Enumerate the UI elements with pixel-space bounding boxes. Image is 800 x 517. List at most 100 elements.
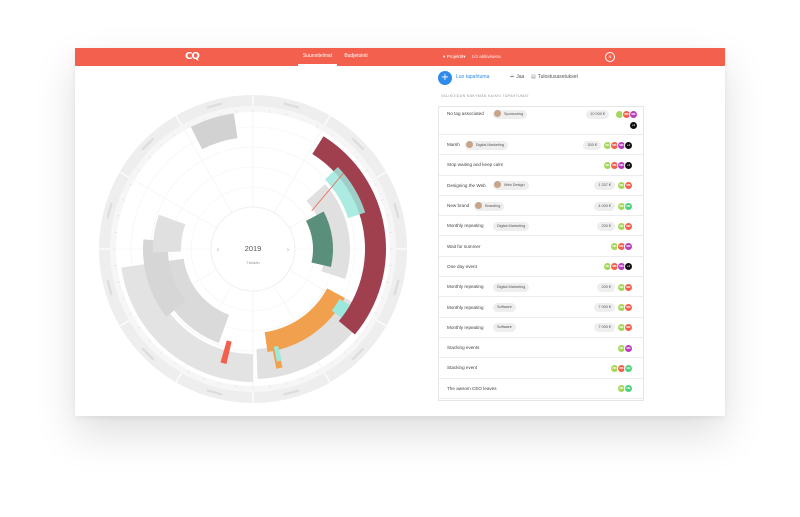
event-arc-inactive[interactable]: [153, 214, 186, 253]
participant-avatar[interactable]: MK: [624, 323, 633, 333]
next-year-button[interactable]: ›: [286, 245, 289, 254]
event-arc-branding[interactable]: [305, 211, 333, 267]
tab-suunnitelmat[interactable]: Suunnitelmat: [298, 48, 337, 66]
month-label: [283, 102, 300, 109]
event-name: No tag associated: [447, 111, 484, 116]
participant-avatar[interactable]: +1: [629, 120, 638, 130]
week-tick: [117, 215, 121, 217]
wheel-center-disc: [210, 206, 296, 292]
week-tick: [381, 297, 384, 299]
tab-budjetointi[interactable]: Budjetointi: [344, 53, 368, 59]
event-tag-label: Digital Marketing: [475, 142, 505, 147]
event-name: Marsh: [447, 142, 460, 148]
filter-label: Projektit: [446, 54, 464, 59]
annual-wheel[interactable]: 2019 Tänään ‹ ›: [75, 66, 440, 416]
previous-year-button[interactable]: ‹: [216, 245, 219, 254]
participant-avatar[interactable]: MK: [624, 343, 633, 353]
event-name: Monthly repeating: [447, 223, 484, 229]
event-amount: 200 €: [597, 282, 615, 292]
event-tag[interactable]: Software: [492, 323, 516, 333]
participant-avatar[interactable]: NK: [624, 201, 633, 211]
month-divider: [323, 115, 331, 126]
participant-avatar[interactable]: +1: [624, 262, 633, 272]
event-tag[interactable]: Sponsoring: [492, 109, 528, 119]
participant-avatar[interactable]: NK: [624, 363, 633, 373]
event-row[interactable]: Monthly repeating Digital Marketing 200 € N…: [439, 277, 643, 298]
participant-avatar[interactable]: NK: [624, 384, 633, 394]
event-row[interactable]: Stop waiting and keep calm NK MK MK +1: [439, 155, 643, 176]
event-row[interactable]: Wait for summer NK MK MK: [439, 237, 643, 257]
user-avatar[interactable]: N: [605, 52, 615, 62]
event-arc-web-design[interactable]: [273, 345, 282, 362]
week-tick: [365, 169, 369, 172]
print-settings-button[interactable]: ▤ Tulostusasetukset: [531, 74, 578, 80]
month-label: [206, 102, 223, 109]
event-row[interactable]: Designing the Web Web Design 1 337 € NK MK: [439, 176, 643, 196]
month-divider: [376, 319, 387, 327]
week-tick: [159, 351, 163, 354]
event-tag[interactable]: Software: [492, 303, 516, 313]
event-tag[interactable]: Web Design: [492, 181, 529, 191]
month-gridline: [134, 180, 217, 229]
participant-avatar[interactable]: MK: [624, 181, 633, 191]
week-tick: [285, 113, 287, 117]
event-arc-digital-marketing[interactable]: [264, 288, 345, 352]
event-amount: 4 000 €: [594, 201, 615, 211]
week-tick: [343, 144, 347, 147]
event-amount: 10 000 €: [586, 109, 609, 119]
wheel-year: 2019: [245, 244, 262, 253]
event-row[interactable]: Stacking events NK MK: [439, 338, 643, 359]
event-name: Designing the Web: [447, 182, 486, 188]
event-tag[interactable]: Branding: [474, 201, 505, 211]
event-arc-web-design[interactable]: [331, 299, 350, 318]
event-arc-sponsoring[interactable]: [312, 136, 387, 335]
week-tick: [187, 124, 190, 128]
event-tag-label: Digital Marketing: [496, 223, 526, 228]
event-marker-one-day[interactable]: [220, 340, 232, 364]
event-tag[interactable]: Digital Marketing: [464, 140, 509, 150]
event-amount: 7 000 €: [594, 323, 615, 333]
week-tick: [330, 361, 333, 365]
event-name: Stacking event: [447, 365, 478, 371]
participant-avatar[interactable]: MK: [624, 282, 633, 292]
filter-count: 1/4 aktiivisena: [471, 54, 501, 59]
event-row[interactable]: Stacking event NK MK NK: [439, 358, 643, 379]
event-row[interactable]: The awsom CEO leaves NK NK: [439, 379, 643, 399]
section-title: Valikoidun näkymän kaikki tapahtumat: [441, 94, 530, 98]
event-arc-web-design[interactable]: [324, 167, 366, 219]
event-row[interactable]: Monthly repeating Software 7 000 € NK MK: [439, 318, 643, 338]
participant-avatar[interactable]: +1: [624, 140, 633, 150]
project-filter[interactable]: ▾ Projektit▾ 1/4 aktiivisena: [443, 48, 501, 66]
participant-avatar[interactable]: MK: [624, 221, 633, 231]
month-label: [141, 347, 155, 361]
participant-avatar[interactable]: +1: [624, 160, 633, 170]
event-tag[interactable]: Digital Marketing: [492, 282, 530, 292]
month-label: [206, 389, 223, 396]
event-arc-inactive[interactable]: [143, 239, 187, 317]
event-row[interactable]: Marsh Digital Marketing 300 € NK MK MK +1: [439, 135, 643, 156]
month-label: [141, 137, 155, 151]
week-tick: [285, 381, 287, 385]
event-row[interactable]: Monthly repeating Digital Marketing 200 € N…: [439, 216, 643, 237]
participant-avatar[interactable]: MK: [624, 242, 633, 252]
event-tag[interactable]: Digital Marketing: [492, 221, 530, 231]
create-event-link[interactable]: Luo tapahtuma: [456, 74, 490, 80]
today-button[interactable]: Tänään: [246, 260, 260, 265]
add-event-button[interactable]: +: [438, 71, 452, 85]
participant-avatar[interactable]: MK: [629, 109, 638, 119]
participant-avatar[interactable]: MK: [624, 303, 633, 313]
event-arc-inactive[interactable]: [190, 113, 238, 150]
event-name: Stacking events: [447, 345, 480, 351]
event-row[interactable]: One day event NK MK MK +1: [439, 257, 643, 278]
event-row[interactable]: New brand Branding 4 000 € MK NK: [439, 196, 643, 217]
week-tick: [219, 381, 221, 385]
app-logo[interactable]: CQ: [185, 51, 200, 62]
share-button[interactable]: ➦ Jaa: [510, 74, 525, 80]
week-tick: [159, 144, 163, 147]
event-row[interactable]: No tag associated Sponsoring 10 000 € MK MK +…: [439, 107, 643, 135]
month-divider: [119, 171, 130, 179]
share-icon: ➦: [510, 74, 515, 80]
event-row[interactable]: Monthly repeating Software 7 000 € NK MK: [439, 297, 643, 318]
week-tick: [381, 199, 384, 201]
event-tag-label: Digital Marketing: [496, 284, 526, 289]
